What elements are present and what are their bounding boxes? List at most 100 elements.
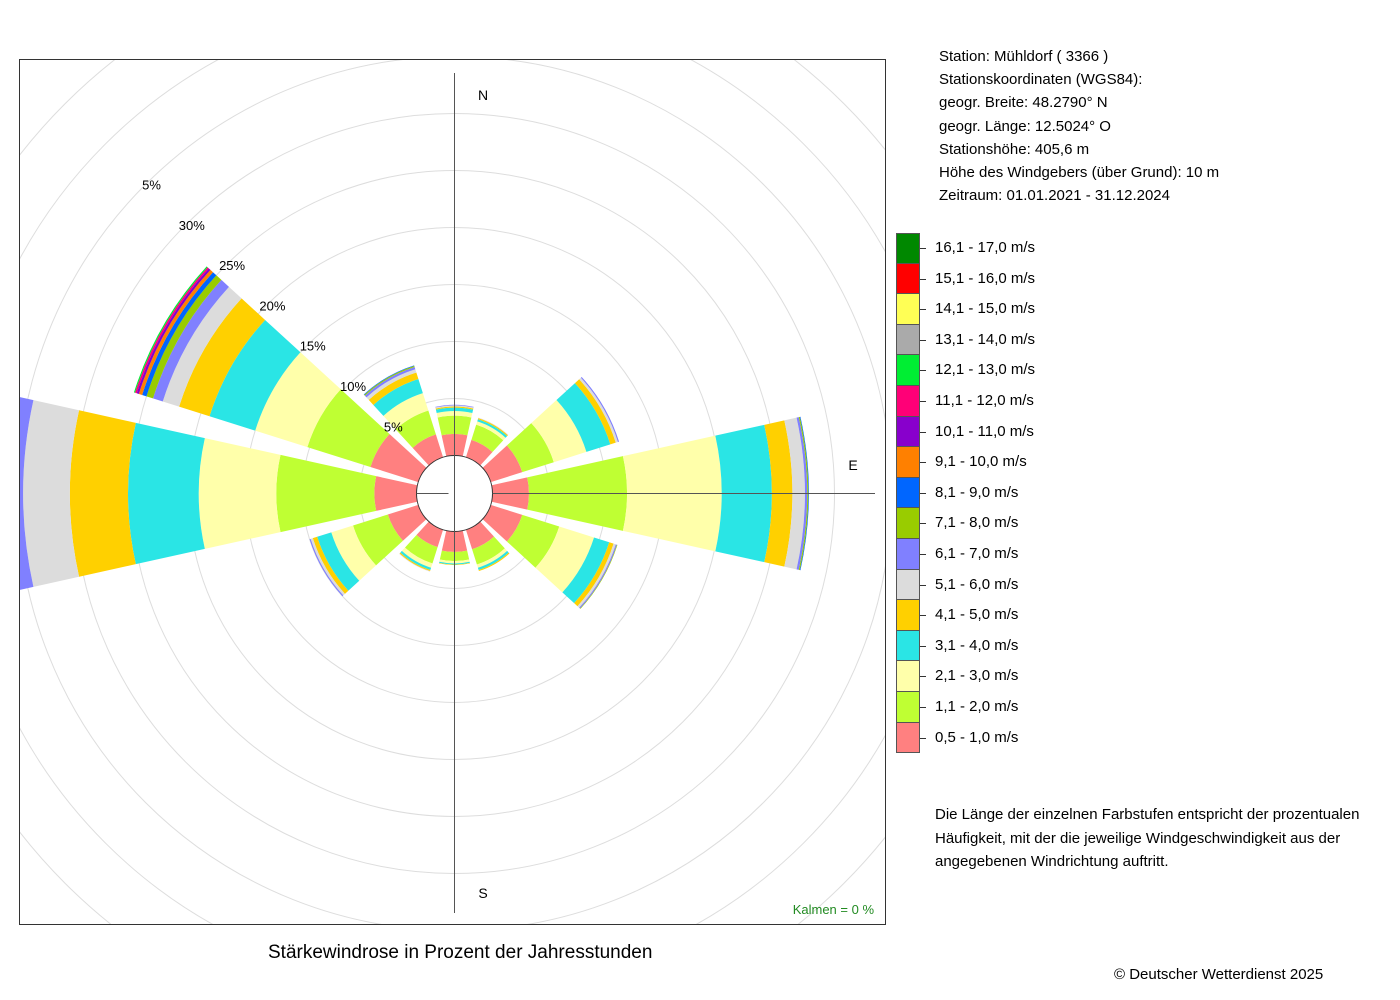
sector-90-class-6 [796,417,808,570]
copyright: © Deutscher Wetterdienst 2025 [1114,966,1324,983]
legend-label: 7,1 - 8,0 m/s [935,514,1019,532]
sector-270-class-6 [20,397,34,590]
sector-180-class-3 [439,561,470,565]
sector-270-class-3 [128,422,205,565]
legend-tick [920,309,926,311]
sector-210-class-2 [401,547,433,568]
sector-120-class-4 [574,542,614,607]
legend-tick [920,370,926,372]
legend-item: 12,1 - 13,0 m/s [896,355,1096,386]
sector-300-class-7 [146,275,222,399]
legend-swatch [896,477,920,509]
legend-item: 0,5 - 1,0 m/s [896,722,1096,754]
sector-150-class-0 [465,521,495,550]
legend-swatch [896,630,920,662]
legend-label: 2,1 - 3,0 m/s [935,667,1019,685]
sector-60-class-0 [482,445,523,483]
legend-tick [920,707,926,708]
legend-item: 1,1 - 2,0 m/s [896,692,1096,723]
legend-label: 15,1 - 16,0 m/s [935,269,1036,287]
legend-label: 5,1 - 6,0 m/s [935,575,1019,593]
sector-300-class-1 [307,389,390,467]
sector-270-class-4 [69,410,136,577]
sector-210-class-3 [400,550,432,570]
legend-label: 8,1 - 9,0 m/s [935,483,1019,501]
legend-tick [920,492,926,494]
sector-300-class-5 [162,286,242,407]
sector-120-class-0 [482,504,523,542]
sector-150-class-1 [472,536,505,565]
legend-swatch [896,355,920,386]
sector-300-class-0 [370,433,427,483]
legend-label: 3,1 - 4,0 m/s [935,636,1019,654]
legend-tick [920,737,926,739]
sector-120-class-1 [506,514,560,568]
legend-label: 1,1 - 2,0 m/s [935,698,1019,715]
sector-330-class-1 [395,410,436,448]
legend-item: 16,1 - 17,0 m/s [896,233,1096,264]
legend-swatch [896,294,920,325]
legend-label: 6,1 - 7,0 m/s [935,545,1019,562]
legend-tick [920,462,926,464]
legend-item: 7,1 - 8,0 m/s [896,508,1096,539]
legend-swatch [896,447,920,478]
legend-label: 12,1 - 13,0 m/s [935,361,1036,379]
sector-270-class-1 [276,454,377,533]
legend-label: 0,5 - 1,0 m/s [935,728,1019,746]
legend-label: 14,1 - 15,0 m/s [935,300,1036,318]
legend-tick [920,278,926,280]
station-elevation: Stationshöhe: 405,6 m [939,140,1090,158]
direction-label-south: S [478,885,487,901]
sector-150-class-4 [478,552,510,572]
legend-tick [920,676,926,678]
sector-330-class-3 [373,378,423,416]
sector-330-class-6 [364,367,416,398]
legend-swatch [896,569,920,601]
legend-item: 8,1 - 9,0 m/s [896,477,1096,509]
sector-0-class-4 [435,406,474,410]
legend-swatch [896,233,920,264]
legend-item: 9,1 - 10,0 m/s [896,447,1096,478]
legend-label: 4,1 - 5,0 m/s [935,606,1019,624]
sector-30-class-3 [477,419,508,438]
time-period: Zeitraum: 01.01.2021 - 31.12.2024 [939,187,1170,205]
sector-210-class-4 [399,552,431,572]
sector-240-class-5 [310,538,345,596]
sector-60-class-5 [579,377,618,443]
legend-label: 16,1 - 17,0 m/s [935,239,1036,256]
legend-label: 13,1 - 14,0 m/s [935,330,1036,348]
station-longitude: geogr. Länge: 12.5024° O [939,117,1111,135]
sector-240-class-4 [312,536,349,594]
legend-swatch [896,692,920,723]
sector-150-class-3 [477,550,509,570]
sector-30-class-1 [471,424,504,453]
sector-300-class-2 [255,352,341,448]
wind-rose-frame: 5% 10% 15% 20% 25% 30% 5% N E S Kalmen = 0 % [19,59,886,925]
legend-swatch [896,539,920,570]
radial-tick-5: 30% [179,218,205,233]
sector-330-class-2 [383,393,429,430]
sector-150-class-2 [476,548,508,568]
sector-330-class-0 [412,434,444,466]
sector-270-class-0 [374,476,418,511]
legend-swatch [896,508,920,539]
legend-tick [920,431,926,433]
sector-210-class-0 [416,521,444,548]
wind-rose-chart: 5% 10% 15% 20% 25% 30% 5% N E S Kalmen = 0 % [20,60,885,924]
sensor-height: Höhe des Windgebers (über Grund): 10 m [939,164,1220,182]
direction-label-north: N [478,87,488,103]
sector-300-class-8 [142,272,217,397]
legend-item: 14,1 - 15,0 m/s [896,294,1096,325]
legend-tick [920,645,926,647]
legend-item: 13,1 - 14,0 m/s [896,324,1096,356]
explanation-note: Die Länge der einzelnen Farbstufen entsp… [935,806,1360,870]
legend-swatch [896,324,920,356]
legend-swatch [896,661,920,692]
sector-30-class-0 [465,439,493,466]
sector-30-class-2 [476,421,506,441]
sector-60-class-3 [556,383,611,452]
radial-tick-labels: 5% 10% 15% 20% 25% 30% 5% [142,177,403,434]
wind-sectors [20,266,809,609]
sector-240-class-1 [353,514,403,566]
direction-label-east: E [848,457,857,473]
